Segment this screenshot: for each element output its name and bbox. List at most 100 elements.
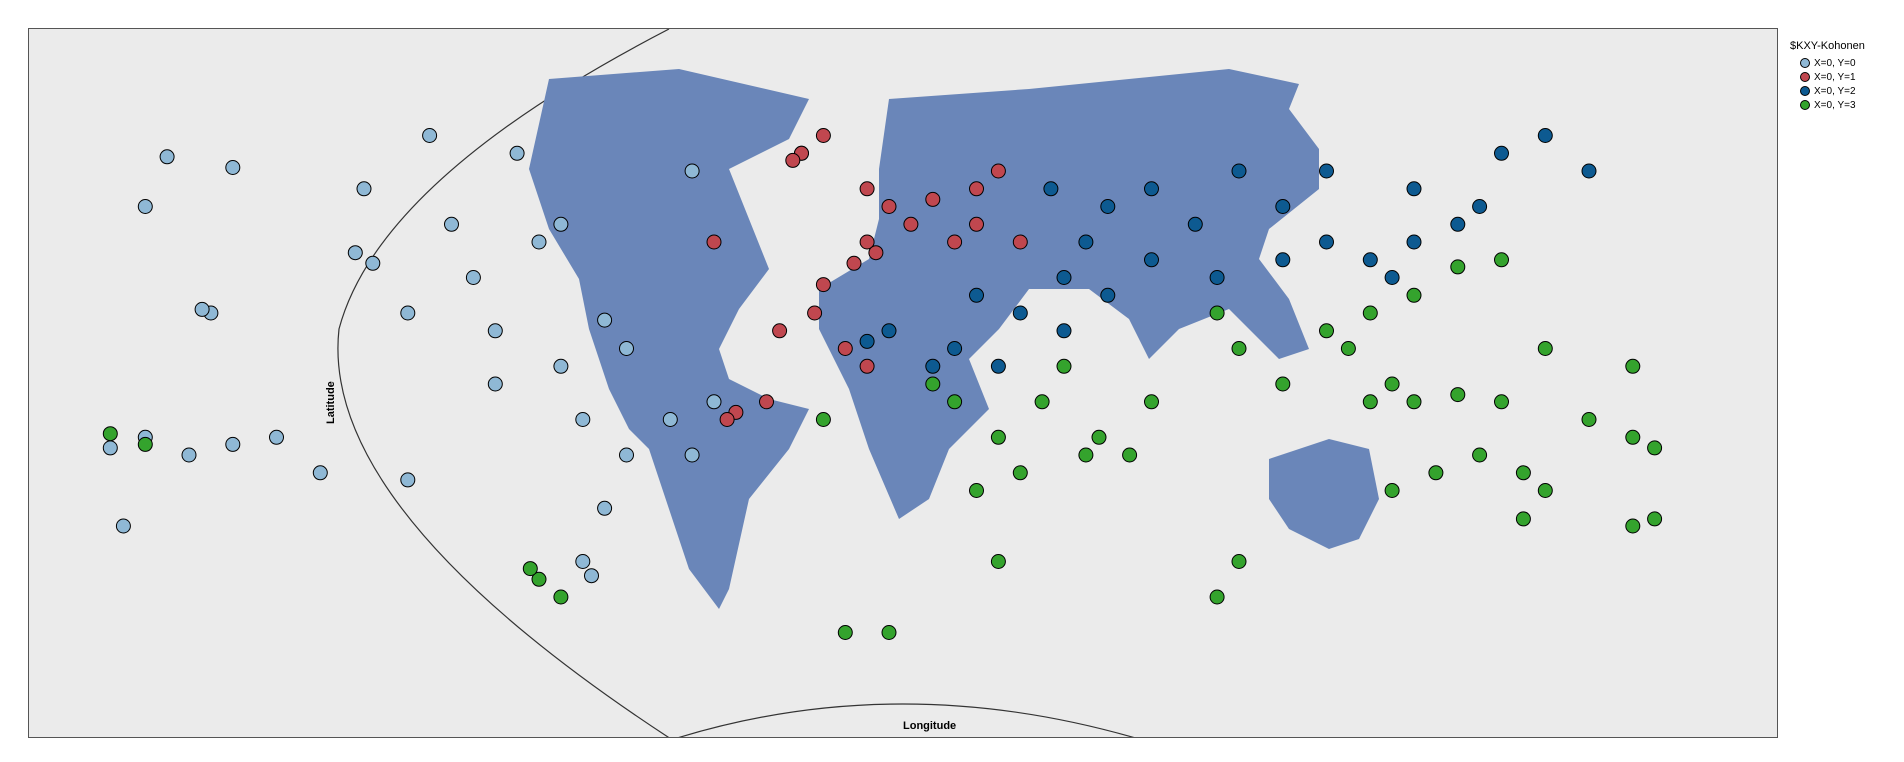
data-point [1056, 270, 1072, 285]
legend-label: X=0, Y=3 [1814, 99, 1856, 111]
data-point [400, 472, 416, 488]
data-point [1384, 483, 1400, 498]
data-point [1012, 234, 1028, 250]
data-point [1034, 394, 1050, 410]
data-point [1144, 252, 1159, 268]
x-axis-label: Longitude [903, 720, 957, 732]
legend-swatch [1800, 58, 1810, 68]
data-point [1319, 323, 1334, 339]
data-point [684, 163, 700, 179]
data-point [1078, 447, 1094, 463]
data-point [444, 216, 459, 232]
data-point [1122, 447, 1138, 463]
data-point [137, 199, 153, 214]
data-point [1231, 163, 1247, 179]
data-point [662, 412, 678, 427]
data-point [1209, 270, 1225, 285]
data-point [881, 625, 897, 640]
legend-label: X=0, Y=1 [1814, 71, 1856, 83]
data-point [1362, 252, 1378, 268]
data-point [553, 216, 569, 232]
land-mass [529, 69, 1379, 609]
data-point [1515, 465, 1531, 481]
data-point [522, 561, 538, 577]
data-point [487, 323, 503, 339]
data-point [990, 554, 1006, 569]
legend-item: X=0, Y=1 [1800, 70, 1865, 84]
data-point [706, 234, 722, 250]
data-point [487, 376, 503, 392]
data-point [990, 358, 1006, 374]
data-point [859, 333, 875, 349]
data-point [868, 245, 884, 261]
data-point [1144, 181, 1159, 197]
data-point [1384, 376, 1400, 392]
data-point [102, 440, 118, 456]
data-point [1647, 440, 1663, 456]
data-point [225, 160, 241, 175]
data-point [509, 145, 525, 161]
data-point [1537, 128, 1553, 143]
data-point [925, 191, 941, 207]
data-point [619, 447, 634, 463]
data-point [1406, 287, 1422, 303]
data-point [859, 358, 875, 374]
data-point [772, 323, 788, 339]
data-point [194, 301, 210, 317]
data-point [815, 128, 831, 143]
data-point [312, 465, 328, 481]
data-point [1450, 387, 1466, 403]
data-point [1581, 163, 1597, 179]
data-point [619, 341, 634, 356]
data-point [1100, 199, 1116, 214]
data-point [969, 181, 984, 197]
data-point [159, 149, 175, 165]
legend-swatch [1800, 100, 1810, 110]
data-point [947, 341, 963, 356]
data-point [925, 376, 941, 392]
data-point [1450, 259, 1466, 275]
legend-item: X=0, Y=3 [1800, 98, 1865, 112]
legend-swatch [1800, 86, 1810, 96]
data-point [575, 412, 591, 427]
data-point [1472, 447, 1488, 463]
data-point [1231, 341, 1247, 356]
legend: $KXY-Kohonen X=0, Y=0 X=0, Y=1 X=0, Y=2 X=0… [1790, 40, 1865, 112]
data-point [1187, 216, 1203, 232]
data-point [1625, 429, 1641, 445]
data-point [1043, 181, 1059, 197]
data-point [1406, 394, 1422, 410]
data-point [947, 234, 963, 250]
data-point [422, 128, 438, 143]
y-axis-label: Latitude [325, 381, 337, 424]
map-plot-area: Longitude Latitude [28, 28, 1778, 738]
data-point [759, 394, 774, 410]
data-point [807, 305, 823, 321]
data-point [584, 568, 599, 584]
data-point [719, 412, 735, 427]
data-point [947, 394, 963, 410]
data-point [1384, 270, 1400, 285]
data-point [225, 436, 241, 452]
data-point [1537, 341, 1553, 356]
data-point [990, 163, 1006, 179]
data-point [1056, 358, 1072, 374]
data-point [815, 412, 831, 427]
data-point [881, 199, 897, 214]
data-point [925, 358, 941, 374]
data-point [465, 270, 481, 285]
data-point [1450, 216, 1466, 232]
data-point [1144, 394, 1159, 410]
data-point [881, 323, 897, 339]
data-point [837, 341, 853, 356]
data-point [1362, 305, 1378, 321]
data-point [553, 358, 569, 374]
data-point [903, 216, 919, 232]
data-point [1625, 518, 1641, 534]
data-point [1319, 163, 1334, 179]
data-point [969, 287, 984, 303]
data-point [1647, 511, 1663, 527]
legend-item: X=0, Y=2 [1800, 84, 1865, 98]
data-point [553, 589, 569, 605]
data-point [846, 255, 862, 271]
